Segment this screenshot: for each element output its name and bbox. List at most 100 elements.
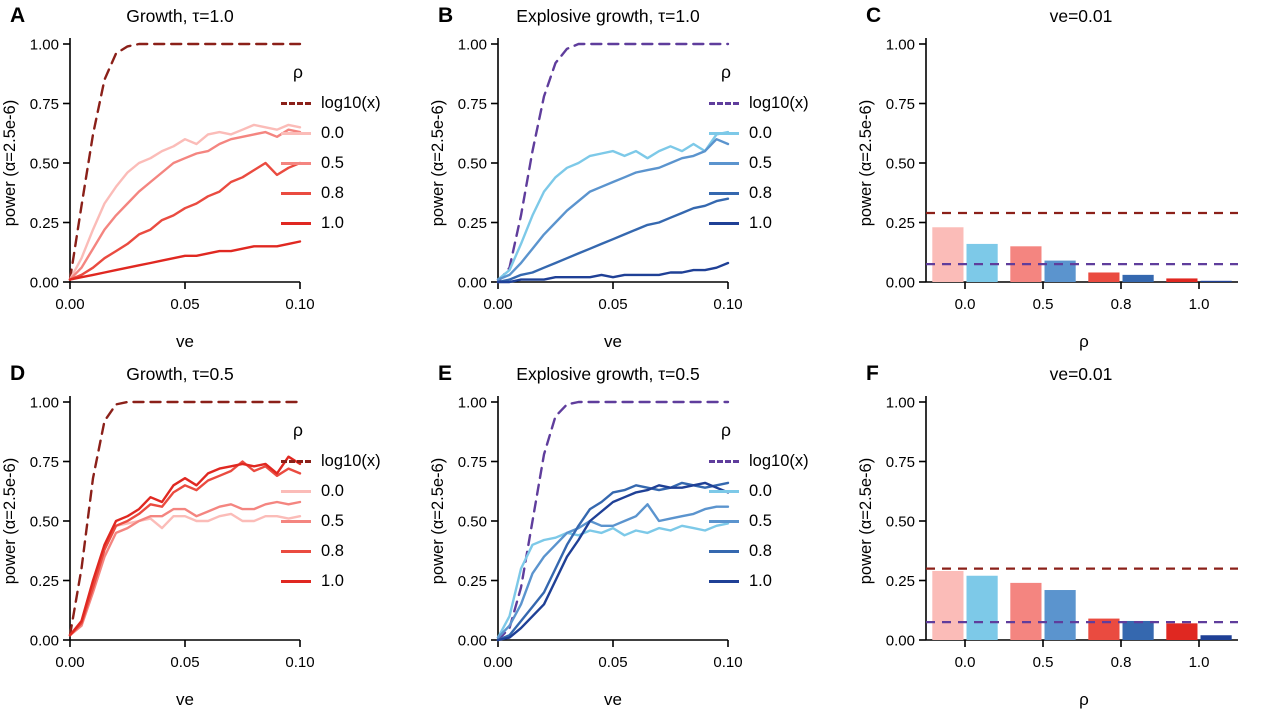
- panel-title: ve=0.01: [1049, 364, 1113, 384]
- line-swatch-icon: [709, 520, 739, 523]
- svg-text:0.10: 0.10: [285, 654, 314, 671]
- line-swatch-icon: [281, 580, 311, 583]
- svg-text:0.25: 0.25: [458, 573, 487, 590]
- legend-item: 0.0: [281, 124, 381, 143]
- dashed-line-swatch-icon: [709, 460, 739, 463]
- legend: ρ log10(x) 0.0 0.5 0.8 1.0: [281, 62, 381, 244]
- legend-label: 0.5: [749, 512, 772, 530]
- y-axis-label: power (α=2.5e-6): [429, 99, 447, 227]
- legend-label: 0.5: [321, 154, 344, 172]
- svg-text:0.05: 0.05: [170, 296, 199, 313]
- panel-label: E: [438, 362, 453, 385]
- svg-text:0.5: 0.5: [1033, 654, 1054, 671]
- panel-a-growth-tau-1.0: A Growth, τ=1.0 power (α=2.5e-6) 0.00 0.2…: [0, 0, 428, 358]
- legend-item: 0.8: [709, 184, 809, 203]
- line-swatch-icon: [281, 222, 311, 225]
- svg-text:0.10: 0.10: [713, 654, 742, 671]
- svg-text:0.25: 0.25: [886, 573, 915, 590]
- legend-label: 0.5: [321, 512, 344, 530]
- line-swatch-icon: [709, 490, 739, 493]
- svg-text:0.25: 0.25: [886, 215, 915, 232]
- panel-label: C: [866, 4, 882, 27]
- svg-text:0.00: 0.00: [30, 633, 59, 650]
- panel-title: Growth, τ=1.0: [126, 6, 234, 26]
- legend-title: ρ: [721, 62, 731, 82]
- svg-text:0.00: 0.00: [458, 633, 487, 650]
- svg-text:1.00: 1.00: [30, 395, 59, 412]
- legend-label: 0.8: [749, 184, 772, 202]
- line-swatch-icon: [281, 550, 311, 553]
- chart-canvas: 0.00 0.25 0.50 0.75 1.00 0.00 0.05 0.10: [452, 384, 748, 697]
- legend-label: 0.8: [321, 542, 344, 560]
- legend-item: log10(x): [709, 94, 809, 113]
- line-swatch-icon: [709, 132, 739, 135]
- svg-text:1.0: 1.0: [1189, 296, 1210, 313]
- legend-item: log10(x): [281, 94, 381, 113]
- y-axis-label: power (α=2.5e-6): [857, 99, 875, 227]
- legend-item: log10(x): [709, 452, 809, 471]
- legend-label: 0.8: [749, 542, 772, 560]
- svg-text:0.8: 0.8: [1111, 296, 1132, 313]
- line-swatch-icon: [709, 580, 739, 583]
- dashed-line-swatch-icon: [709, 102, 739, 105]
- panel-c-bar-ve-0.01: C ve=0.01 power (α=2.5e-6) 0.00 0.25 0.50 0…: [856, 0, 1280, 358]
- legend-label: log10(x): [321, 94, 381, 112]
- svg-text:0.75: 0.75: [886, 454, 915, 471]
- y-axis-label: power (α=2.5e-6): [1, 99, 19, 227]
- panel-title: ve=0.01: [1049, 6, 1113, 26]
- legend: ρ log10(x) 0.0 0.5 0.8 1.0: [709, 420, 809, 602]
- legend-item: 1.0: [281, 214, 381, 233]
- y-axis-label: power (α=2.5e-6): [1, 457, 19, 585]
- chart-canvas: 0.00 0.25 0.50 0.75 1.00 0.0 0.5 0.8 1.0: [880, 384, 1252, 697]
- legend-item: 0.0: [281, 482, 381, 501]
- svg-text:0.00: 0.00: [886, 275, 915, 292]
- line-swatch-icon: [709, 162, 739, 165]
- legend-item: 0.0: [709, 482, 809, 501]
- legend-label: 0.8: [321, 184, 344, 202]
- legend-title: ρ: [293, 420, 303, 440]
- svg-text:0.00: 0.00: [483, 654, 512, 671]
- line-swatch-icon: [281, 490, 311, 493]
- x-axis-label: ve: [604, 690, 622, 709]
- y-axis-label: power (α=2.5e-6): [857, 457, 875, 585]
- dashed-line-swatch-icon: [281, 460, 311, 463]
- svg-text:0.75: 0.75: [458, 96, 487, 113]
- svg-text:0.75: 0.75: [30, 96, 59, 113]
- svg-text:0.05: 0.05: [598, 654, 627, 671]
- svg-text:0.00: 0.00: [458, 275, 487, 292]
- svg-text:0.5: 0.5: [1033, 296, 1054, 313]
- svg-text:0.25: 0.25: [458, 215, 487, 232]
- svg-text:1.00: 1.00: [458, 37, 487, 54]
- svg-text:0.75: 0.75: [886, 96, 915, 113]
- legend-title: ρ: [721, 420, 731, 440]
- svg-text:0.00: 0.00: [886, 633, 915, 650]
- line-swatch-icon: [281, 192, 311, 195]
- legend: ρ log10(x) 0.0 0.5 0.8 1.0: [281, 420, 381, 602]
- svg-text:1.00: 1.00: [886, 37, 915, 54]
- svg-text:0.75: 0.75: [30, 454, 59, 471]
- svg-text:0.50: 0.50: [886, 156, 915, 173]
- line-swatch-icon: [709, 192, 739, 195]
- panel-title: Explosive growth, τ=1.0: [516, 6, 700, 26]
- legend-title: ρ: [293, 62, 303, 82]
- line-swatch-icon: [709, 550, 739, 553]
- svg-text:0.05: 0.05: [170, 654, 199, 671]
- line-swatch-icon: [281, 520, 311, 523]
- svg-text:0.00: 0.00: [55, 654, 84, 671]
- legend-label: 0.5: [749, 154, 772, 172]
- legend-label: log10(x): [749, 94, 809, 112]
- svg-text:1.00: 1.00: [30, 37, 59, 54]
- svg-text:0.75: 0.75: [458, 454, 487, 471]
- legend-label: 1.0: [321, 214, 344, 232]
- svg-text:0.0: 0.0: [955, 654, 976, 671]
- svg-text:0.50: 0.50: [458, 156, 487, 173]
- chart-canvas: 0.00 0.25 0.50 0.75 1.00 0.00 0.05 0.10: [24, 26, 320, 339]
- line-swatch-icon: [281, 162, 311, 165]
- svg-text:0.50: 0.50: [30, 514, 59, 531]
- chart-canvas: 0.00 0.25 0.50 0.75 1.00 0.0 0.5 0.8 1.0: [880, 26, 1252, 339]
- legend-item: 0.0: [709, 124, 809, 143]
- panel-label: D: [10, 362, 26, 385]
- legend-label: 0.0: [749, 482, 772, 500]
- legend-item: 0.5: [709, 154, 809, 173]
- svg-text:1.0: 1.0: [1189, 654, 1210, 671]
